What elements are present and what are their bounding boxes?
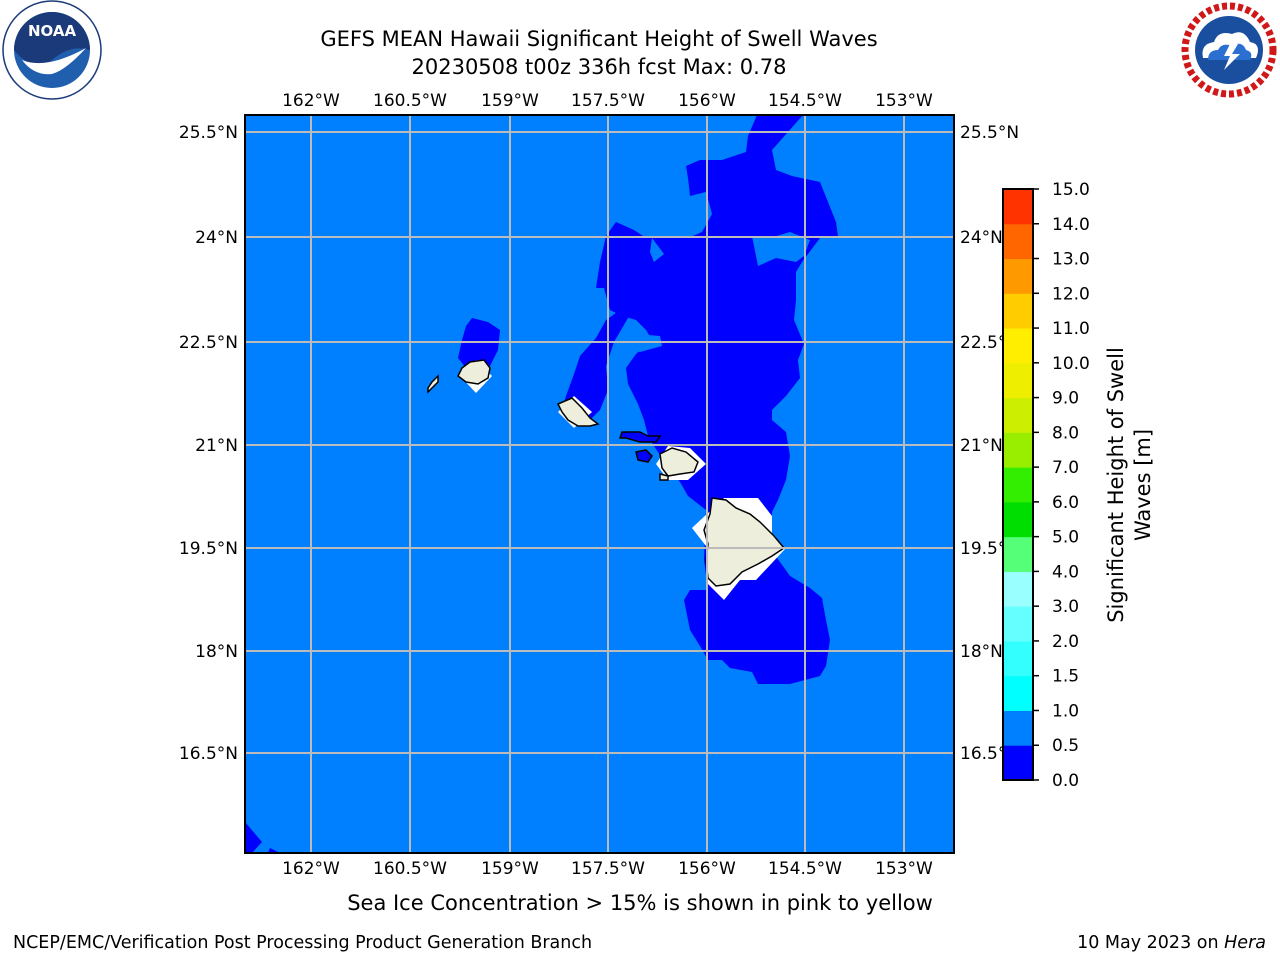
colorbar-segment xyxy=(1003,362,1033,399)
lon-label-top: 156°W xyxy=(678,91,736,111)
lat-label-left: 18°N xyxy=(195,642,238,662)
lon-label-bottom: 154.5°W xyxy=(768,859,842,879)
lat-label-left: 21°N xyxy=(195,436,238,456)
colorbar-segment xyxy=(1003,432,1033,468)
colorbar-segment xyxy=(1003,571,1033,607)
colorbar-tick-label: 6.0 xyxy=(1052,493,1079,513)
colorbar-segment xyxy=(1003,501,1033,538)
colorbar-segment xyxy=(1003,328,1033,364)
colorbar-tick-label: 13.0 xyxy=(1052,250,1090,270)
colorbar-segment xyxy=(1003,467,1033,503)
national-weather-service-logo-icon xyxy=(1181,2,1277,98)
noaa-logo-icon: NOAA xyxy=(2,0,102,100)
lon-label-bottom: 157.5°W xyxy=(571,859,645,879)
colorbar-segment xyxy=(1003,606,1033,642)
swell-zone-corner xyxy=(268,848,280,853)
colorbar-tick-label: 1.5 xyxy=(1052,667,1079,687)
colorbar-segment xyxy=(1003,258,1033,294)
colorbar-tick-label: 0.5 xyxy=(1052,736,1079,756)
colorbar-segment xyxy=(1003,675,1033,711)
lon-label-bottom: 153°W xyxy=(875,859,933,879)
lon-label-top: 160.5°W xyxy=(373,91,447,111)
island-maui xyxy=(659,447,699,477)
colorbar-tick-label: 14.0 xyxy=(1052,215,1090,235)
swell-notch xyxy=(752,232,810,266)
island-kahoolawe xyxy=(659,473,669,481)
footer-date-text: 10 May 2023 on xyxy=(1077,933,1225,953)
colorbar-tick-label: 11.0 xyxy=(1052,319,1090,339)
lon-label-top: 154.5°W xyxy=(768,91,842,111)
lat-label-right: 18°N xyxy=(960,642,1003,662)
swell-zone-kauai xyxy=(458,318,500,372)
colorbar-label-line2: Waves [m] xyxy=(1131,429,1155,541)
colorbar-tick-label: 2.0 xyxy=(1052,632,1079,652)
chart-title: GEFS MEAN Hawaii Significant Height of S… xyxy=(320,27,878,51)
lon-label-top: 162°W xyxy=(282,91,340,111)
colorbar-tick-label: 9.0 xyxy=(1052,389,1079,409)
colorbar-tick-label: 7.0 xyxy=(1052,458,1079,478)
colorbar-segment xyxy=(1003,397,1033,433)
island-niihau xyxy=(427,374,439,394)
lat-label-left: 22.5°N xyxy=(179,333,238,353)
noaa-logo-text: NOAA xyxy=(28,22,77,40)
graticule xyxy=(245,115,954,853)
lat-label-right: 21°N xyxy=(960,436,1003,456)
colorbar-tick-label: 8.0 xyxy=(1052,423,1079,443)
swell-zone-corner xyxy=(245,822,262,853)
lat-label-left: 25.5°N xyxy=(179,123,238,143)
island-kauai xyxy=(457,359,491,385)
lat-label-left: 24°N xyxy=(195,228,238,248)
colorbar-segment xyxy=(1003,745,1033,781)
colorbar-segment xyxy=(1003,223,1033,260)
lat-label-left: 16.5°N xyxy=(179,744,238,764)
lon-label-bottom: 156°W xyxy=(678,859,736,879)
colorbar-segment xyxy=(1003,710,1033,746)
colorbar-tick-label: 4.0 xyxy=(1052,562,1079,582)
lon-label-bottom: 162°W xyxy=(282,859,340,879)
chart-subtitle: 20230508 t00z 336h fcst Max: 0.78 xyxy=(411,55,787,79)
colorbar-segment xyxy=(1003,189,1033,225)
lon-label-bottom: 159°W xyxy=(481,859,539,879)
colorbar-segment xyxy=(1003,640,1033,677)
island-molokai xyxy=(618,431,662,443)
colorbar-tick-label: 3.0 xyxy=(1052,597,1079,617)
colorbar-tick-label: 12.0 xyxy=(1052,284,1090,304)
lon-label-top: 157.5°W xyxy=(571,91,645,111)
colorbar-tick-label: 0.0 xyxy=(1052,771,1079,791)
colorbar-label-line1: Significant Height of Swell xyxy=(1104,347,1128,623)
sea-ice-note: Sea Ice Concentration > 15% is shown in … xyxy=(347,891,933,915)
lat-label-left: 19.5°N xyxy=(179,539,238,559)
ocean-background xyxy=(245,115,954,853)
lat-label-right: 25.5°N xyxy=(960,123,1019,143)
colorbar-frame xyxy=(1002,188,1034,781)
footer-branch: NCEP/EMC/Verification Post Processing Pr… xyxy=(13,933,593,953)
colorbar-tick-label: 5.0 xyxy=(1052,528,1079,548)
colorbar-segment xyxy=(1003,536,1033,572)
colorbar-segment xyxy=(1003,293,1033,329)
colorbar-tick-label: 1.0 xyxy=(1052,701,1079,721)
swell-notch xyxy=(650,238,664,262)
footer-date: 10 May 2023 on Hera xyxy=(1077,933,1266,953)
colorbar-tick-label: 15.0 xyxy=(1052,180,1090,200)
swell-zone-west xyxy=(562,310,628,422)
island-oahu xyxy=(556,397,600,427)
island-lanai xyxy=(635,449,653,463)
map-frame xyxy=(244,114,955,854)
lon-label-bottom: 160.5°W xyxy=(373,859,447,879)
lon-label-top: 159°W xyxy=(481,91,539,111)
lat-label-right: 24°N xyxy=(960,228,1003,248)
footer-machine: Hera xyxy=(1224,933,1266,953)
colorbar-tick-label: 10.0 xyxy=(1052,354,1090,374)
lon-label-top: 153°W xyxy=(875,91,933,111)
colorbar xyxy=(1002,188,1034,781)
